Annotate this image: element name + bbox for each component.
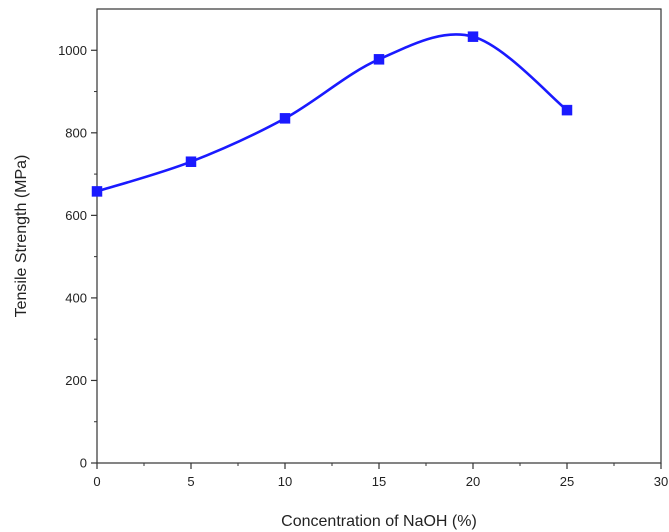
tick-marks (91, 49, 662, 469)
y-tick-label: 200 (65, 373, 87, 388)
data-point-marker (279, 113, 291, 124)
axes (96, 8, 662, 464)
x-tick-label: 15 (372, 474, 386, 489)
data-point-marker (91, 186, 103, 197)
y-tick-label: 800 (65, 125, 87, 140)
data-point-marker (561, 104, 573, 116)
x-tick-label: 30 (654, 474, 668, 489)
plot-frame (96, 8, 662, 464)
x-tick-label: 10 (278, 474, 292, 489)
x-tick-label: 20 (466, 474, 480, 489)
data-point-marker (467, 31, 479, 42)
y-tick-label: 600 (65, 208, 87, 223)
x-axis-title: Concentration of NaOH (%) (281, 513, 477, 530)
y-axis-title: Tensile Strength (MPa) (13, 155, 30, 318)
series-layer (91, 31, 573, 197)
data-point-marker (185, 156, 197, 167)
x-tick-label: 5 (187, 474, 194, 489)
y-tick-label: 0 (80, 456, 87, 471)
x-tick-label: 25 (560, 474, 574, 489)
y-tick-label: 1000 (58, 43, 87, 58)
x-tick-label: 0 (93, 474, 100, 489)
y-tick-label: 400 (65, 290, 87, 305)
tick-labels: 0 5 10 15 20 25 30 0 200 400 600 800 1000 (58, 43, 668, 489)
series-line (95, 33, 569, 193)
data-point-marker (373, 54, 385, 65)
